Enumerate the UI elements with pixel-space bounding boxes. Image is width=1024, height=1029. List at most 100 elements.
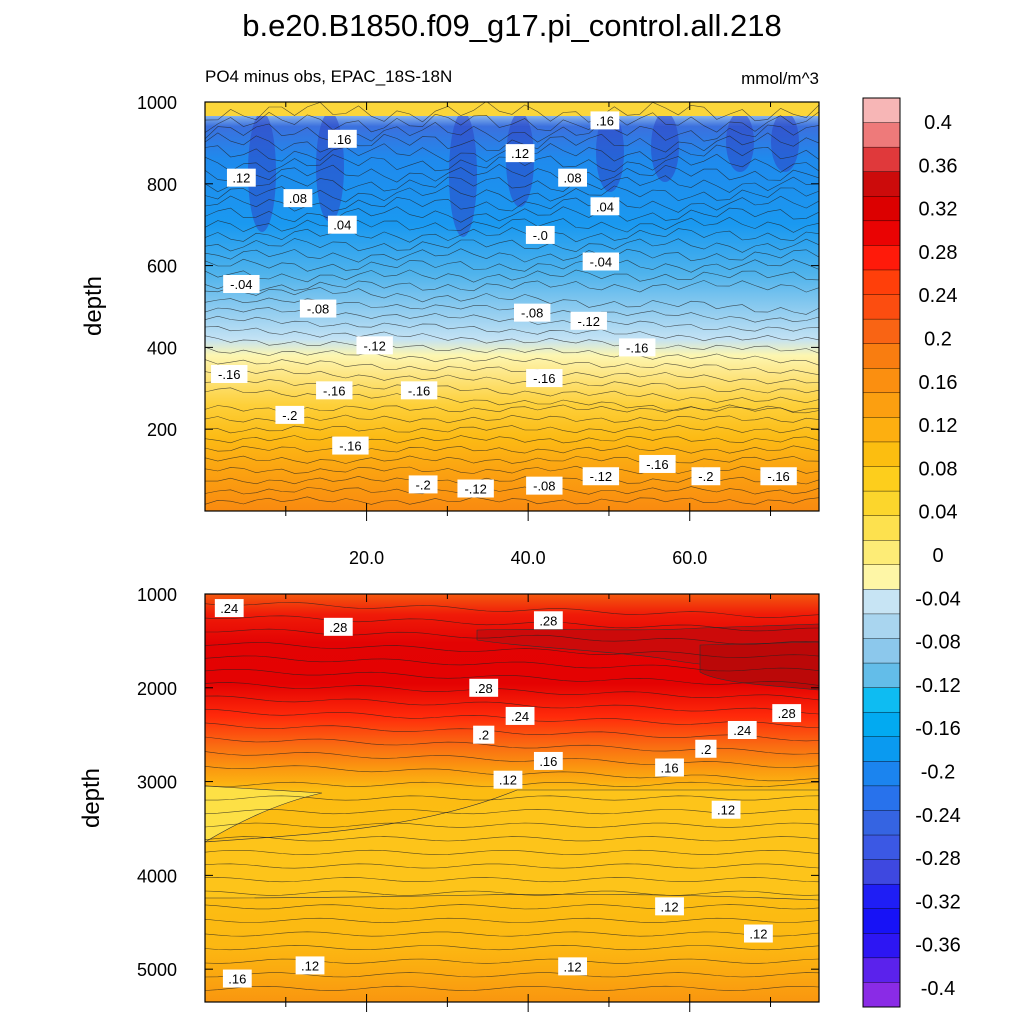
contour-line	[205, 496, 819, 505]
chart-title: b.e20.B1850.f09_g17.pi_control.all.218	[242, 8, 782, 43]
contour-label-box	[493, 770, 523, 789]
colorbar-label: 0.28	[919, 242, 958, 264]
contour-label-box	[772, 704, 802, 723]
contour-label-box	[223, 275, 260, 294]
contour-label: .16	[596, 113, 614, 128]
contour-label: -.16	[323, 383, 345, 398]
contour-line	[205, 297, 819, 323]
contour-line	[205, 414, 819, 424]
contour-line	[205, 248, 819, 263]
contour-line	[205, 238, 819, 253]
ytick-label: 1000	[137, 93, 177, 113]
contour-line	[205, 615, 819, 632]
contour-label-box	[744, 924, 773, 943]
contour-label-box	[558, 957, 587, 976]
colorbar-swatch	[862, 441, 901, 468]
upper-contour-labels: -.2 -.12 -.08 -.12 -.16 -.2 -.16 -.16 -.2 -.16 -.1…	[211, 111, 797, 498]
contour-line	[205, 206, 819, 223]
contour-label: -.16	[218, 367, 240, 382]
contour-line	[205, 122, 819, 143]
colorbar-swatch	[862, 564, 901, 590]
contour-label-box	[222, 969, 252, 988]
contour-label-box	[727, 721, 757, 739]
contour-line	[205, 435, 819, 444]
colorbar: 0.4 0.36 0.32 0.28 0.24 0.2 0.16 0.12 0.08 0.04 0 -…	[862, 97, 961, 1008]
contour-label: .24	[511, 709, 529, 724]
contour-line	[205, 315, 819, 342]
contour-label-box	[327, 215, 357, 234]
colorbar-label: -0.36	[915, 935, 961, 957]
contour-label-box	[655, 897, 684, 916]
colorbar-swatch	[862, 638, 901, 664]
colorbar-label: -0.2	[921, 762, 955, 784]
ytick-label: 3000	[137, 773, 177, 793]
colorbar-swatch	[862, 957, 901, 983]
contour-line	[205, 877, 819, 883]
colorbar-swatch	[862, 883, 901, 910]
contour-label-box	[323, 617, 353, 636]
colorbar-swatch	[862, 318, 901, 345]
contour-label: -.2	[282, 408, 297, 423]
contour-line	[205, 445, 819, 454]
contour-line	[205, 486, 819, 495]
colorbar-label: -0.28	[915, 848, 961, 870]
upper-axes: 200 400 600 800 1000 20.0 40.0 60.0	[137, 93, 819, 568]
contour-label-box	[639, 454, 676, 473]
xtick-label: 40.0	[511, 548, 546, 568]
plume	[596, 112, 624, 192]
contour-line	[205, 269, 819, 283]
contour-line	[205, 695, 819, 715]
contour-label-box	[695, 739, 717, 758]
colorbar-label: 0.2	[924, 329, 952, 351]
contour-label: .08	[564, 171, 582, 186]
contour-label: -.16	[339, 439, 361, 454]
colorbar-swatch	[862, 343, 901, 369]
contour-label: .04	[333, 218, 351, 233]
contour-label-box	[505, 144, 535, 163]
contour-label: .2	[700, 742, 711, 757]
contour-label-box	[400, 381, 438, 400]
contour-line	[205, 642, 819, 658]
colorbar-label: 0.04	[919, 502, 958, 524]
plume	[771, 112, 799, 172]
ytick-label: 400	[147, 338, 177, 358]
contour-label-box	[513, 303, 551, 322]
colorbar-label: -0.08	[915, 632, 961, 654]
contour-line	[205, 890, 819, 896]
contour-line	[205, 863, 819, 869]
contour-label: .16	[228, 972, 246, 987]
contour-label-box	[505, 706, 535, 725]
colorbar-swatch	[862, 515, 901, 541]
contour-line	[205, 164, 819, 183]
contour-label-box	[655, 758, 684, 777]
upper-frame	[204, 101, 820, 512]
ytick-label: 4000	[137, 866, 177, 886]
plume	[248, 112, 276, 232]
contour-label: .12	[499, 773, 517, 788]
colorbar-swatch	[862, 982, 901, 1008]
contour-label-box	[533, 611, 563, 630]
colorbar-label: 0.24	[919, 285, 958, 307]
colorbar-label: -0.12	[915, 675, 961, 697]
contour-label-box	[332, 436, 369, 455]
contour-line	[205, 931, 819, 937]
contour-label-box	[526, 369, 563, 388]
contour-label: -.0	[533, 228, 548, 243]
contour-line	[205, 174, 819, 193]
contour-label-box	[582, 467, 620, 486]
contour-label: .16	[661, 761, 679, 776]
ytick-label: 2000	[137, 679, 177, 699]
lower-ylabel: depth	[78, 768, 105, 828]
colorbar-swatch	[862, 810, 901, 836]
contour-label-box	[356, 336, 393, 355]
colorbar-swatch	[862, 220, 901, 246]
contour-label-box	[570, 311, 607, 330]
contour-line	[205, 359, 819, 385]
contour-label-box	[525, 225, 555, 244]
lower-yellow-tongue	[205, 785, 323, 843]
colorbar-label: -0.24	[915, 805, 961, 827]
colorbar-label: 0	[932, 545, 943, 567]
colorbar-label: 0.08	[919, 458, 958, 480]
colorbar-swatch	[862, 417, 901, 443]
contour-line	[205, 751, 819, 768]
